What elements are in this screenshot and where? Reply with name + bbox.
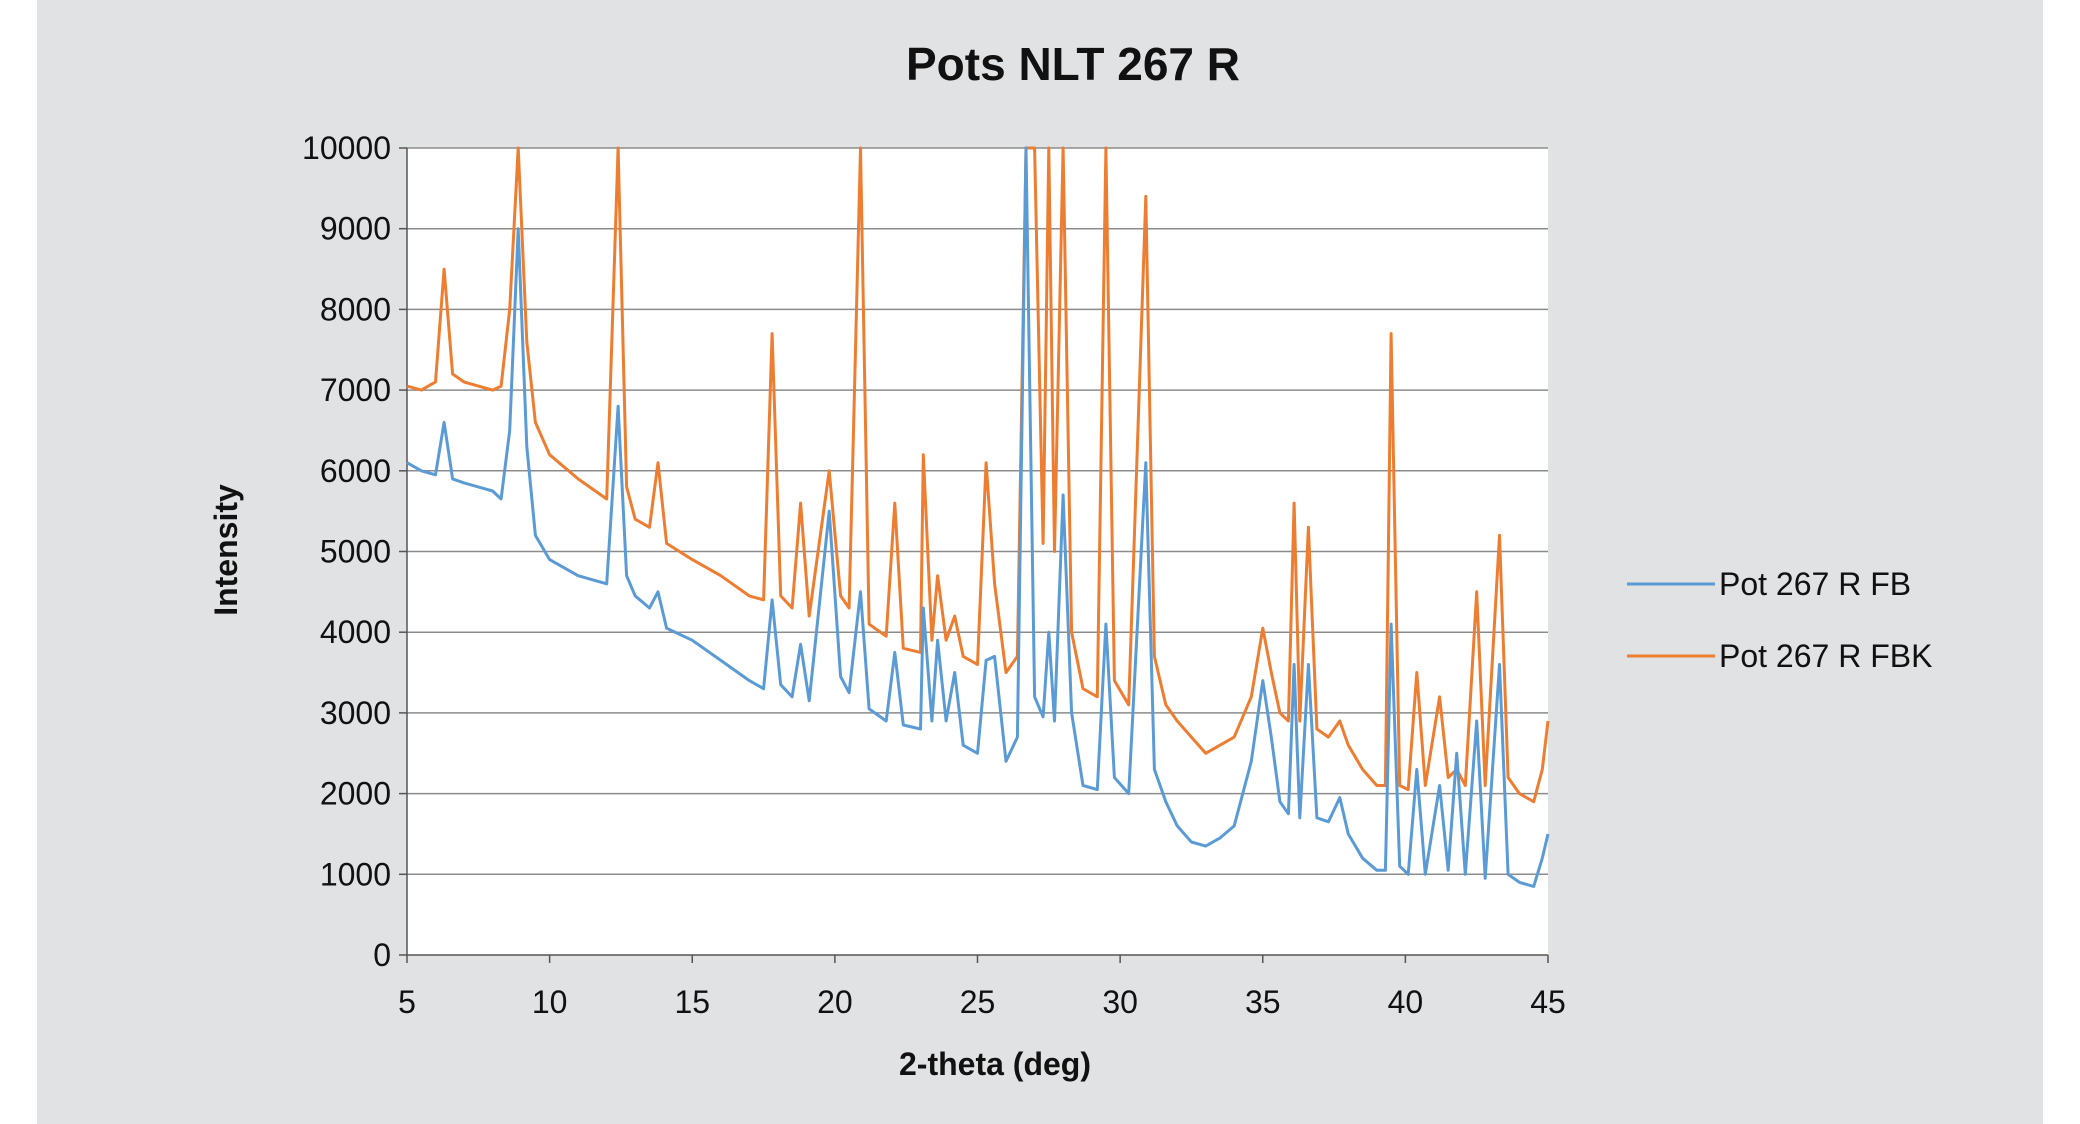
y-tick-label-10000: 10000 xyxy=(302,130,391,166)
x-tick-label-20: 20 xyxy=(817,984,853,1020)
y-tick-label-7000: 7000 xyxy=(320,372,391,408)
legend-label-fbk: Pot 267 R FBK xyxy=(1719,638,1932,674)
x-tick-label-35: 35 xyxy=(1245,984,1281,1020)
y-tick-label-6000: 6000 xyxy=(320,453,391,489)
series-line-pot-267-r-fb xyxy=(406,146,1550,888)
x-tick-label-15: 15 xyxy=(674,984,710,1020)
y-tick-label-3000: 3000 xyxy=(320,695,391,731)
x-tick-label-10: 10 xyxy=(532,984,568,1020)
x-axis-title: 2-theta (deg) xyxy=(899,1046,1091,1082)
y-tick-label-9000: 9000 xyxy=(320,211,391,247)
legend: Pot 267 R FB Pot 267 R FBK xyxy=(1627,566,1932,674)
chart-svg: Pots NLT 267 R 0 1000 2000 3000 4000 5000 6000… xyxy=(208,38,1932,1082)
y-tick-label-5000: 5000 xyxy=(320,534,391,570)
y-tick-label-8000: 8000 xyxy=(320,291,391,327)
x-tick-label-45: 45 xyxy=(1530,984,1566,1020)
y-tick-label-1000: 1000 xyxy=(320,856,391,892)
chart-title: Pots NLT 267 R xyxy=(906,38,1240,90)
x-tick-label-25: 25 xyxy=(960,984,996,1020)
x-tick-label-30: 30 xyxy=(1102,984,1138,1020)
y-tick-label-4000: 4000 xyxy=(320,614,391,650)
legend-label-fb: Pot 267 R FB xyxy=(1719,566,1911,602)
chart-area: Pots NLT 267 R 0 1000 2000 3000 4000 5000 6000… xyxy=(37,0,2043,1124)
plot-area: 0 1000 2000 3000 4000 5000 6000 7000 8000 9000 100… xyxy=(302,130,1566,1020)
y-tick-label-2000: 2000 xyxy=(320,776,391,812)
y-tick-label-0: 0 xyxy=(373,937,391,973)
y-axis-title: Intensity xyxy=(208,484,244,616)
x-tick-label-40: 40 xyxy=(1388,984,1424,1020)
x-tick-label-5: 5 xyxy=(398,984,416,1020)
